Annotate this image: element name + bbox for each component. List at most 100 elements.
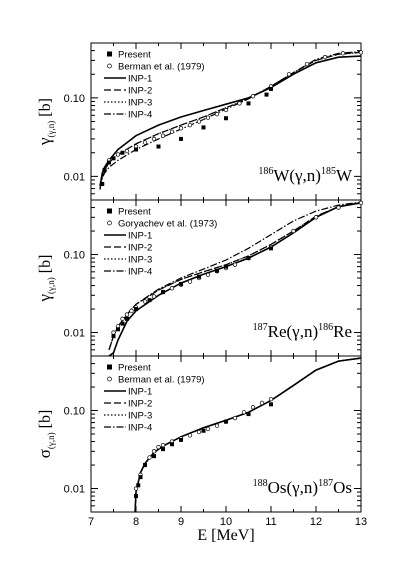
reference-point: [291, 228, 296, 234]
legend-label: INP-4: [128, 267, 152, 278]
legend-label: INP-2: [128, 399, 152, 410]
present-point: [246, 101, 251, 106]
reference-point: [129, 308, 134, 313]
legend-label: INP-4: [128, 423, 152, 434]
reference-point: [205, 426, 211, 432]
series-inp-3: [108, 202, 362, 350]
reference-point: [232, 415, 238, 421]
x-tick-label: 13: [355, 516, 367, 528]
series-inp-2: [99, 51, 362, 190]
x-tick-label: 9: [178, 516, 184, 528]
legend-label: INP-1: [128, 74, 152, 85]
reference-point: [259, 400, 265, 406]
reference-point: [223, 107, 229, 113]
reference-point: [169, 129, 175, 134]
present-point: [134, 307, 138, 312]
series-inp-4: [134, 357, 362, 513]
reference-point: [304, 61, 310, 67]
present-point: [111, 156, 116, 161]
present-point: [120, 150, 125, 155]
reference-point: [115, 152, 121, 157]
present-point: [269, 402, 273, 407]
reference-point: [151, 136, 157, 142]
present-point: [147, 298, 152, 303]
reference-point: [205, 272, 211, 277]
legend-marker-present: [107, 208, 112, 214]
series-inp-1: [108, 202, 362, 357]
y-axis-title: γ(γ,n) [b]: [35, 98, 56, 146]
legend-label: INP-4: [128, 110, 152, 121]
y-tick-label: 0.10: [64, 250, 85, 262]
reaction-label: 186W(γ,n)185W: [258, 166, 353, 185]
reference-point: [196, 429, 202, 435]
present-point: [215, 268, 219, 273]
present-point: [170, 442, 174, 447]
present-point: [179, 281, 183, 286]
reference-point: [268, 396, 274, 402]
present-point: [136, 483, 141, 488]
x-tick-label: 7: [88, 516, 94, 528]
legend-label: INP-2: [128, 86, 152, 97]
reference-point: [250, 405, 256, 410]
present-point: [107, 160, 111, 165]
present-point: [201, 125, 206, 130]
present-point: [116, 327, 120, 332]
y-axis-title: γ(γ,n) [b]: [35, 255, 56, 303]
present-point: [134, 147, 138, 152]
y-tick-label: 0.01: [64, 171, 85, 183]
legend-marker-present: [107, 51, 112, 57]
present-point: [134, 494, 138, 499]
legend-label: Berman et al. (1979): [118, 375, 205, 386]
y-tick-label: 0.01: [64, 484, 85, 496]
reference-point: [151, 294, 157, 299]
legend-label: INP-2: [128, 243, 152, 254]
reference-point: [124, 312, 130, 317]
legend-label: Goryachev et al. (1973): [118, 219, 217, 230]
present-point: [111, 334, 116, 339]
present-point: [161, 447, 165, 452]
reference-point: [358, 50, 364, 55]
reference-point: [214, 423, 220, 428]
reference-point: [124, 148, 130, 154]
legend-label: Present: [118, 207, 151, 218]
reference-point: [160, 133, 166, 138]
reference-point: [120, 316, 125, 321]
present-point: [143, 463, 147, 468]
legend-label: INP-3: [128, 411, 152, 422]
present-point: [156, 144, 161, 149]
present-point: [161, 290, 165, 295]
reference-point: [178, 126, 184, 131]
reference-point: [250, 94, 256, 99]
x-tick-label: 12: [310, 516, 322, 528]
present-point: [102, 168, 107, 173]
x-tick-label: 10: [220, 516, 232, 528]
x-tick-label: 8: [133, 516, 139, 528]
present-point: [120, 321, 125, 326]
reference-point: [151, 449, 157, 454]
reference-point: [232, 262, 238, 267]
legend-marker-reference: [107, 220, 112, 226]
reference-point: [142, 299, 148, 304]
reference-point: [160, 442, 166, 448]
present-point: [152, 454, 156, 459]
reference-point: [133, 486, 139, 491]
reference-point: [205, 115, 211, 120]
reference-point: [196, 119, 202, 124]
present-point: [264, 92, 269, 97]
present-point: [197, 274, 201, 279]
legend-label: INP-1: [128, 387, 152, 398]
legend-label: INP-3: [128, 98, 152, 109]
present-point: [224, 264, 228, 269]
y-tick-label: 0.01: [64, 328, 85, 340]
reference-point: [142, 140, 148, 145]
present-point: [246, 256, 251, 261]
y-tick-label: 0.10: [64, 406, 85, 418]
x-axis: 7 8 9 10 11 12 13: [88, 516, 367, 528]
reference-point: [322, 55, 328, 60]
reference-point: [169, 286, 175, 291]
present-point: [179, 437, 183, 442]
